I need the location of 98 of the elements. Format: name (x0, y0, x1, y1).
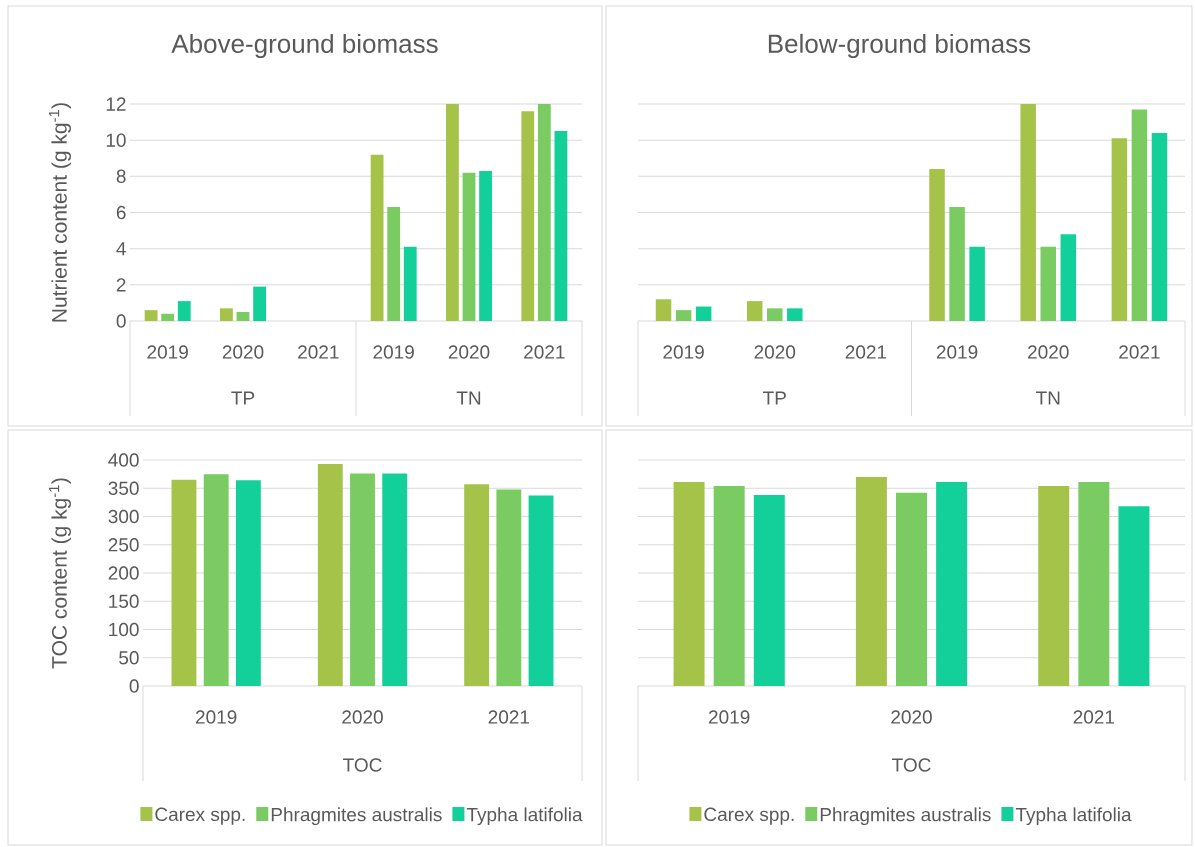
text: TN (1036, 391, 1060, 405)
bar (317, 463, 343, 686)
x-tick-label: 2019 (373, 345, 414, 359)
text: TP (763, 391, 786, 405)
bar (1131, 109, 1148, 321)
y-tick-label: 6 (116, 205, 126, 220)
bar (969, 246, 985, 321)
y-tick-label: 250 (108, 538, 139, 552)
y-tick-label: 12 (106, 97, 126, 111)
legend-label: Carex spp. (155, 807, 245, 825)
y-tick-label: 350 (108, 481, 139, 495)
bar (1040, 246, 1056, 321)
x-tick-label: 2021 (845, 345, 887, 359)
y-tick-label: 50 (119, 651, 139, 665)
bar (746, 301, 763, 321)
y-tick-label: 150 (109, 594, 139, 608)
bar (253, 286, 266, 321)
chart-title: Below-ground biomass (768, 33, 1031, 59)
bar (479, 170, 492, 321)
y-tick-label: 4 (116, 242, 126, 256)
bar (673, 482, 705, 686)
legend-label: Typha latifolia (1015, 807, 1132, 826)
bar (1078, 482, 1110, 686)
bar (387, 207, 401, 321)
bar (929, 169, 945, 321)
x-tick-label: 2021 (1119, 345, 1160, 359)
legend-label: Phragmites australis (271, 807, 442, 826)
legend-label: Phragmites australis (820, 807, 991, 826)
legend-label: Carex spp. (704, 807, 794, 825)
bar (767, 308, 783, 321)
bar (235, 480, 261, 686)
bar (537, 104, 551, 321)
bar (1020, 104, 1036, 321)
x-tick-label: 2020 (754, 345, 796, 359)
x-tick-label: 2019 (147, 345, 188, 359)
y-tick-label: 10 (106, 133, 126, 147)
bar (528, 495, 554, 686)
bar (655, 299, 672, 321)
x-tick-label: 2021 (298, 345, 339, 359)
x-tick-label: 2020 (342, 710, 383, 724)
y-axis-title: Nutrient content (g kg$^{-1}$) (49, 103, 71, 322)
y-tick-label: 2 (116, 278, 126, 292)
y-tick-label: 0 (116, 314, 126, 328)
y-axis-title: TOC content (g kg$^{-1}$) (49, 478, 71, 669)
bar (462, 172, 476, 321)
bar (403, 246, 417, 321)
y-tick-label: 100 (109, 622, 139, 637)
bar (177, 301, 191, 321)
y-tick-label: 200 (108, 566, 139, 580)
bar (787, 308, 803, 321)
bar (1151, 132, 1168, 321)
x-tick-label: 2019 (663, 345, 704, 359)
bar (144, 310, 158, 321)
bar (1038, 485, 1070, 686)
bar (220, 308, 233, 321)
bar (521, 111, 535, 321)
bar (1060, 234, 1077, 321)
bar (936, 482, 968, 686)
y-tick-label: 300 (108, 509, 139, 524)
bar (949, 207, 965, 321)
bar (382, 473, 408, 686)
x-tick-label: 2020 (448, 345, 490, 359)
y-tick-label: 8 (116, 169, 126, 184)
bar (203, 474, 229, 686)
x-tick-label: 2021 (524, 345, 565, 359)
y-tick-label: 400 (108, 453, 139, 467)
bar (370, 154, 384, 321)
bar (753, 495, 785, 686)
x-tick-label: 2019 (708, 710, 750, 724)
x-tick-label: 2021 (1073, 710, 1115, 724)
x-axis-title: TOC (343, 758, 382, 772)
x-tick-label: 2020 (222, 345, 264, 359)
bar (236, 311, 250, 321)
bar (171, 479, 197, 686)
y-tick-label: 0 (129, 679, 139, 693)
bar (695, 306, 712, 321)
bar (675, 310, 692, 321)
legend-label: Typha latifolia (466, 807, 583, 826)
bar (554, 131, 568, 321)
chart-title: Above-ground biomass (171, 33, 438, 59)
bar (855, 476, 887, 686)
x-tick-label: 2019 (195, 710, 237, 724)
x-tick-label: 2019 (936, 345, 978, 359)
bar (713, 485, 745, 686)
x-tick-label: 2020 (891, 710, 932, 724)
bar (496, 489, 522, 686)
bar (896, 492, 927, 686)
x-tick-label: 2021 (488, 710, 530, 724)
bar (1118, 506, 1150, 686)
x-tick-label: 2020 (1028, 345, 1069, 359)
text: TP (231, 391, 255, 405)
bar (161, 313, 175, 321)
x-axis-title: TOC (892, 758, 931, 772)
bar (464, 484, 490, 686)
text: TN (456, 391, 481, 405)
bar (446, 104, 459, 321)
bar (1111, 138, 1128, 321)
bar (350, 473, 375, 686)
